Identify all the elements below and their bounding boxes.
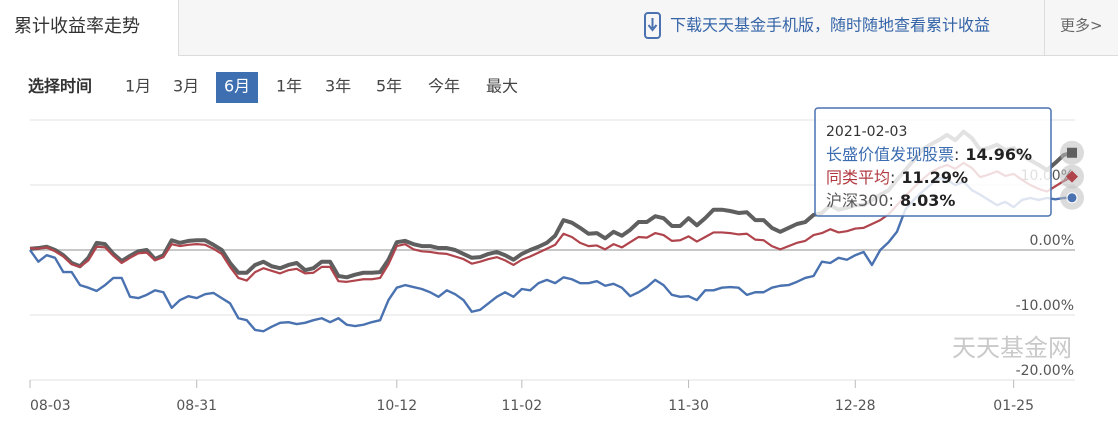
tooltip-row: 同类平均: 11.29% [826,168,968,187]
tooltip-series-name: 沪深300 [826,191,889,210]
y-tick-label: 0.00% [1030,233,1074,249]
more-link[interactable]: 更多> [1060,17,1103,35]
y-tick-label: -20.00% [1016,363,1074,379]
x-tick-label: 08-31 [176,398,217,414]
y-tick-label: -10.00% [1016,298,1074,314]
end-marker [1067,147,1077,158]
tooltip-value: 14.96% [965,145,1032,164]
time-option[interactable]: 3月 [173,77,199,96]
x-tick-label: 11-30 [668,398,709,414]
tooltip-series-name: 同类平均 [826,168,890,187]
tooltip-row: 沪深300: 8.03% [826,191,955,210]
header-tab[interactable] [0,0,178,56]
tooltip-value: 11.29% [901,168,968,187]
end-marker [1066,170,1078,183]
time-option[interactable]: 3年 [325,77,351,96]
watermark: 天天基金网 [952,334,1072,362]
download-link[interactable]: 下载天天基金手机版，随时随地查看累计收益 [670,16,990,35]
x-tick-label: 10-12 [376,398,417,414]
end-marker [1066,192,1078,204]
x-tick-label: 11-02 [501,398,542,414]
time-option[interactable]: 今年 [428,77,460,96]
plot: -20.00%-10.00%0.00%10.00%08-0308-3110-12… [29,107,1084,414]
series-line [29,176,1073,333]
x-tick-label: 08-03 [30,398,71,414]
tooltip-date: 2021-02-03 [826,124,907,140]
tab-title[interactable]: 累计收益率走势 [14,16,140,37]
time-option[interactable]: 最大 [486,77,518,96]
time-option[interactable]: 1年 [276,77,302,96]
time-option[interactable]: 1月 [125,77,151,96]
tooltip-box [814,107,1052,217]
x-tick-label: 12-28 [835,398,876,414]
time-label: 选择时间 [28,77,92,96]
tooltip-separator: : [889,191,894,210]
tooltip-series-name: 长盛价值发现股票 [826,145,954,164]
phone-icon [644,12,661,39]
x-tick-label: 01-25 [993,398,1034,414]
time-option-active[interactable]: 6月 [224,77,250,96]
active-option-bg [216,72,258,103]
tooltip-value: 8.03% [900,191,956,210]
tooltip-separator: : [954,145,959,164]
header-bar [0,0,1118,55]
tooltip-row: 长盛价值发现股票: 14.96% [826,145,1032,164]
tooltip-separator: : [890,168,895,187]
time-option[interactable]: 5年 [376,77,402,96]
time-options: 1月 3月 6月 1年 3年 5年 今年 最大 [125,72,518,103]
